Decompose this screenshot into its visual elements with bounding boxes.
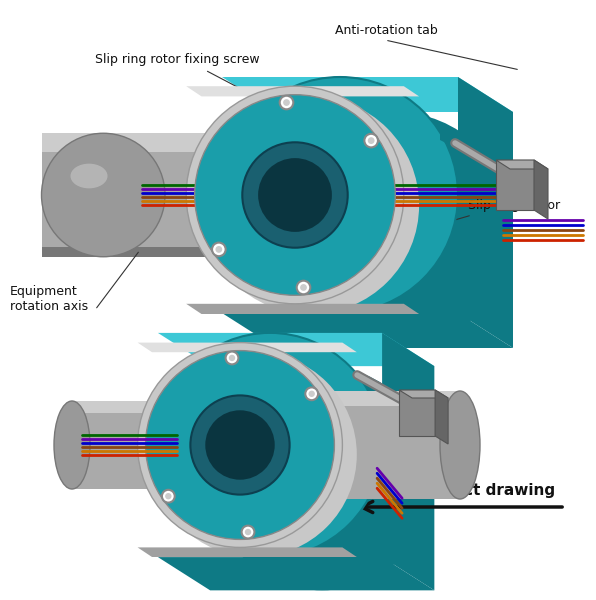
Text: Slip ring rotor fixing screw: Slip ring rotor fixing screw: [95, 53, 260, 67]
Ellipse shape: [138, 343, 342, 547]
Ellipse shape: [201, 97, 419, 314]
Text: Equipment
rotation axis: Equipment rotation axis: [10, 285, 88, 313]
Circle shape: [162, 490, 175, 503]
Circle shape: [297, 281, 311, 294]
Polygon shape: [435, 390, 448, 444]
Circle shape: [305, 388, 318, 400]
Ellipse shape: [54, 401, 90, 489]
Polygon shape: [399, 390, 435, 436]
Circle shape: [309, 391, 315, 397]
Polygon shape: [222, 77, 513, 112]
Text: Effect drawing: Effect drawing: [430, 482, 555, 497]
Polygon shape: [330, 391, 460, 406]
Ellipse shape: [205, 410, 275, 480]
Ellipse shape: [190, 395, 290, 494]
Polygon shape: [42, 247, 322, 257]
Ellipse shape: [210, 366, 434, 590]
Polygon shape: [382, 333, 434, 590]
Polygon shape: [158, 333, 434, 366]
Text: Anti-rotation tab: Anti-rotation tab: [335, 23, 437, 37]
Ellipse shape: [186, 86, 404, 304]
Circle shape: [283, 99, 290, 106]
Ellipse shape: [243, 142, 347, 248]
Circle shape: [245, 529, 251, 535]
Polygon shape: [186, 304, 419, 314]
Ellipse shape: [158, 333, 382, 557]
Ellipse shape: [152, 352, 357, 557]
Ellipse shape: [195, 95, 395, 295]
Polygon shape: [534, 160, 548, 219]
Polygon shape: [72, 401, 172, 489]
Circle shape: [212, 242, 226, 256]
Polygon shape: [138, 343, 357, 352]
Polygon shape: [399, 390, 448, 398]
Ellipse shape: [229, 404, 311, 486]
Circle shape: [226, 352, 238, 364]
Ellipse shape: [42, 133, 165, 257]
Polygon shape: [496, 160, 548, 169]
Polygon shape: [222, 313, 513, 348]
Polygon shape: [72, 401, 172, 413]
Ellipse shape: [297, 152, 383, 238]
Polygon shape: [496, 160, 534, 210]
Ellipse shape: [277, 112, 513, 348]
Polygon shape: [440, 125, 470, 155]
Circle shape: [368, 137, 374, 144]
Ellipse shape: [211, 386, 329, 504]
Circle shape: [364, 134, 378, 148]
Ellipse shape: [145, 350, 334, 539]
Polygon shape: [330, 391, 460, 499]
Circle shape: [165, 493, 172, 499]
Circle shape: [241, 526, 254, 538]
Circle shape: [300, 284, 307, 291]
Polygon shape: [138, 547, 357, 557]
Polygon shape: [186, 86, 419, 97]
Circle shape: [280, 96, 293, 109]
Ellipse shape: [222, 77, 458, 313]
Ellipse shape: [70, 164, 107, 188]
Circle shape: [215, 246, 222, 253]
Polygon shape: [42, 133, 322, 152]
Ellipse shape: [278, 133, 402, 257]
Circle shape: [229, 355, 235, 361]
Polygon shape: [158, 557, 434, 590]
Polygon shape: [458, 77, 513, 348]
Ellipse shape: [440, 391, 480, 499]
Polygon shape: [42, 133, 322, 257]
Ellipse shape: [258, 158, 332, 232]
Text: Slip ring stator: Slip ring stator: [468, 199, 560, 211]
